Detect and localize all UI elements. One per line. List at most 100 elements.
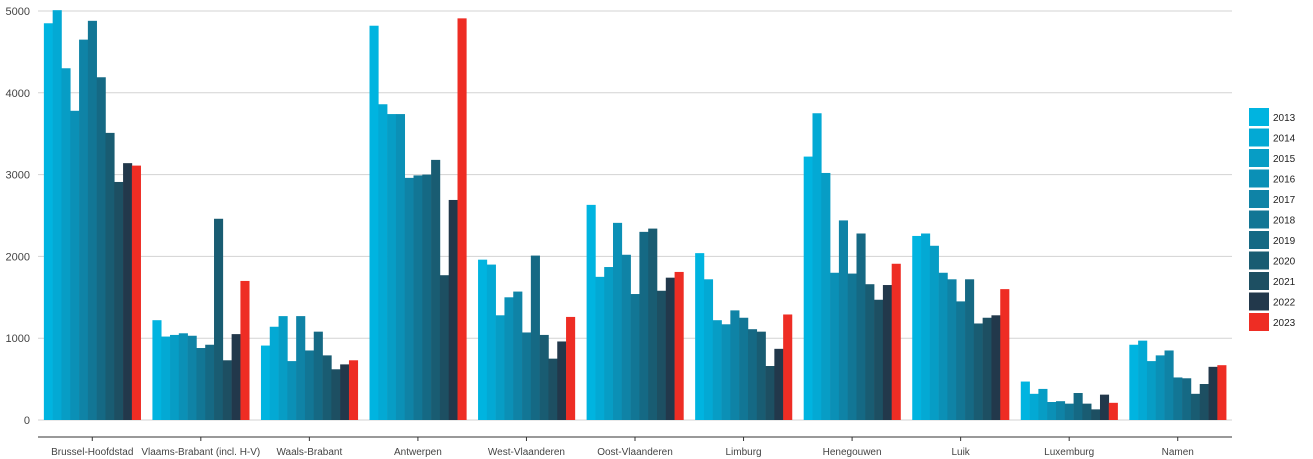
bar-2013 — [152, 320, 162, 420]
bar-2023 — [674, 271, 684, 420]
bar-2023 — [457, 18, 467, 421]
bar-2023 — [131, 165, 141, 420]
bar-2015 — [495, 315, 505, 420]
bar-2018 — [87, 20, 97, 420]
bar-2013 — [478, 259, 488, 420]
x-tick-label: Oost-Vlaanderen — [597, 447, 673, 458]
bar-2019 — [313, 331, 323, 420]
y-tick-label: 2000 — [6, 251, 30, 263]
legend-label: 2020 — [1273, 257, 1296, 268]
bar-2022 — [340, 364, 350, 420]
bar-2023 — [566, 316, 576, 420]
bar-2018 — [739, 317, 749, 420]
x-tick-label: Henegouwen — [823, 447, 882, 458]
x-tick-label: West-Vlaanderen — [488, 447, 565, 458]
legend-swatch-2022 — [1249, 292, 1269, 311]
x-tick-label: Brussel-Hoofdstad — [51, 447, 133, 458]
legend-swatch-2023 — [1249, 313, 1269, 331]
bar-2017 — [296, 316, 306, 420]
bar-2014 — [595, 276, 605, 420]
legend-swatch-2015 — [1249, 149, 1269, 167]
bar-2019 — [530, 255, 540, 420]
bar-2015 — [170, 334, 180, 420]
bar-2017 — [1055, 401, 1066, 420]
bar-2023 — [348, 360, 359, 420]
bar-2017 — [1164, 350, 1174, 420]
x-tick-label: Luik — [951, 447, 970, 458]
bar-2022 — [665, 277, 675, 420]
bar-2019 — [747, 329, 758, 420]
bar-2022 — [1208, 366, 1218, 420]
y-axis-ticks: 0 1000 2000 3000 4000 5000 — [6, 6, 30, 427]
bar-2017 — [513, 291, 523, 420]
legend: 2013 2014 2015 2016 2017 2018 2019 2020 2021 2022… — [1249, 108, 1296, 331]
bar-2017 — [187, 335, 197, 420]
bar-2019 — [965, 279, 975, 420]
bar-2013 — [912, 235, 922, 420]
bar-2019 — [639, 231, 649, 420]
bar-2018 — [956, 301, 966, 420]
bar-2018 — [196, 348, 206, 420]
bar-2021 — [439, 275, 450, 420]
bar-2023 — [1108, 402, 1118, 420]
legend-label: 2019 — [1273, 236, 1296, 247]
x-tick-label: Antwerpen — [394, 447, 442, 458]
x-tick-label: Luxemburg — [1044, 447, 1094, 458]
bar-2021 — [657, 290, 667, 420]
bar-2023 — [1217, 365, 1227, 420]
bar-2014 — [269, 326, 279, 420]
bar-2014 — [1029, 393, 1039, 420]
bar-2021 — [548, 358, 558, 420]
bar-2022 — [231, 334, 241, 420]
legend-swatch-2016 — [1249, 169, 1269, 188]
bar-2014 — [921, 233, 931, 420]
bar-2013 — [695, 253, 705, 420]
bar-2017 — [730, 310, 740, 420]
bar-2020 — [1082, 403, 1092, 420]
bar-2013 — [43, 23, 53, 421]
bar-2015 — [821, 172, 831, 420]
bar-2013 — [260, 345, 271, 420]
bar-2015 — [278, 316, 288, 420]
bar-2020 — [539, 334, 549, 420]
x-tick-label: Vlaams-Brabant (incl. H-V) — [141, 447, 260, 458]
bar-2021 — [114, 181, 124, 420]
legend-label: 2021 — [1273, 277, 1296, 288]
bar-2022 — [991, 315, 1001, 420]
bar-2020 — [648, 228, 658, 420]
legend-label: 2022 — [1273, 298, 1296, 309]
bar-2014 — [161, 336, 171, 420]
legend-swatch-2014 — [1249, 128, 1269, 147]
legend-label: 2018 — [1273, 216, 1296, 227]
legend-label: 2023 — [1273, 318, 1296, 329]
legend-swatch-2020 — [1249, 251, 1269, 270]
bar-2021 — [222, 360, 232, 420]
bar-2022 — [123, 163, 133, 420]
bar-2022 — [448, 199, 458, 420]
y-tick-label: 5000 — [6, 6, 30, 18]
bar-2016 — [1047, 402, 1057, 420]
bar-2020 — [214, 218, 224, 420]
bar-2022 — [557, 341, 567, 420]
legend-label: 2014 — [1273, 134, 1296, 145]
bar-2016 — [1155, 355, 1165, 420]
bar-2013 — [586, 204, 596, 420]
bar-2021 — [982, 317, 992, 420]
bar-2014 — [52, 10, 62, 421]
bar-2019 — [422, 174, 432, 420]
bar-2021 — [1091, 409, 1101, 420]
bar-2014 — [378, 104, 388, 420]
bar-2015 — [1038, 388, 1048, 420]
bar-2020 — [322, 355, 332, 420]
y-tick-label: 4000 — [6, 88, 30, 100]
y-tick-label: 1000 — [6, 333, 30, 345]
bar-2016 — [287, 361, 297, 420]
legend-swatch-2019 — [1249, 231, 1269, 249]
bar-2017 — [404, 177, 414, 420]
bar-2023 — [240, 280, 250, 420]
bar-2017 — [838, 220, 848, 420]
bar-2020 — [1190, 393, 1201, 420]
bar-2018 — [522, 332, 532, 420]
x-axis-ticks: Brussel-Hoofdstad Vlaams-Brabant (incl. H… — [51, 437, 1194, 458]
bar-2018 — [304, 350, 315, 420]
